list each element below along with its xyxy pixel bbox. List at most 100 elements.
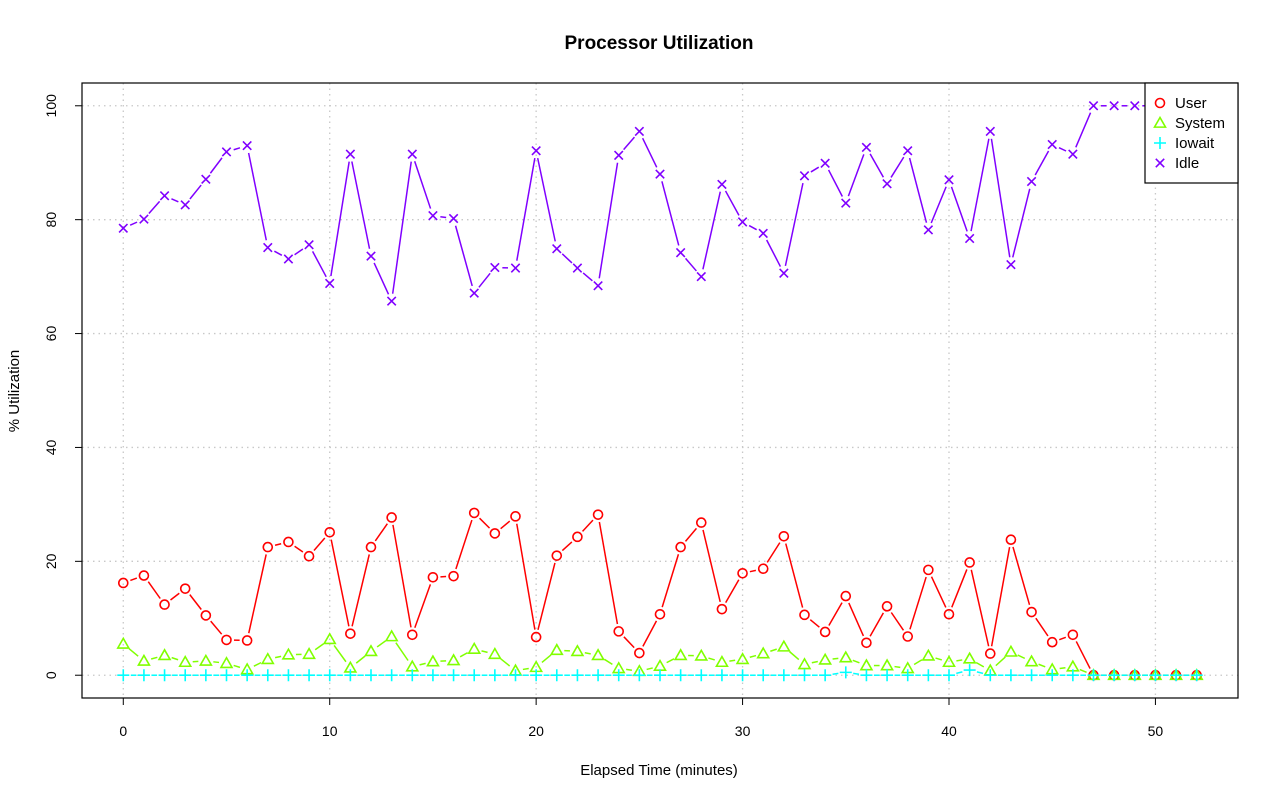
- user-line-segment: [749, 569, 757, 573]
- user-point: [159, 599, 170, 610]
- iowait-point: [447, 669, 460, 682]
- y-tick-label: 60: [43, 326, 59, 342]
- idle-line-segment: [598, 162, 619, 279]
- idle-line-segment: [478, 272, 491, 288]
- series-user: [117, 507, 1203, 681]
- system-line-segment: [975, 661, 985, 668]
- user-line-segment: [147, 581, 161, 599]
- idle-point: [902, 145, 913, 156]
- idle-point: [696, 271, 707, 282]
- idle-line-segment: [209, 157, 223, 174]
- x-tick-label: 30: [735, 723, 751, 739]
- iowait-point: [943, 669, 955, 682]
- y-axis: 0 20 40 60 80 100: [43, 94, 83, 679]
- idle-line-segment: [351, 161, 371, 249]
- idle-line-segment: [661, 181, 680, 246]
- idle-line-segment: [847, 154, 865, 197]
- system-point: [549, 643, 564, 656]
- idle-line-segment: [990, 138, 1011, 258]
- iowait-line-segment: [956, 671, 963, 675]
- user-point: [345, 628, 356, 639]
- system-line-segment: [666, 658, 675, 664]
- idle-point: [717, 179, 727, 190]
- system-point: [260, 652, 275, 665]
- user-point: [840, 590, 852, 602]
- idle-point: [407, 149, 418, 159]
- user-point: [551, 550, 563, 561]
- iowait-point: [860, 669, 873, 682]
- idle-point: [159, 190, 170, 201]
- iowait-point: [344, 669, 357, 682]
- idle-point: [964, 233, 975, 244]
- idle-point: [944, 175, 954, 185]
- idle-point: [1026, 176, 1037, 187]
- idle-point: [139, 214, 149, 224]
- idle-point: [490, 262, 500, 273]
- idle-line-segment: [233, 147, 241, 151]
- idle-point: [386, 296, 397, 306]
- iowait-point: [819, 669, 832, 682]
- system-line-segment: [1059, 666, 1066, 670]
- user-line-segment: [848, 602, 865, 637]
- series-iowait: [117, 664, 1203, 682]
- user-point: [117, 577, 129, 589]
- y-tick-label: 40: [43, 439, 59, 455]
- iowait-point: [303, 669, 316, 682]
- user-line-segment: [725, 579, 740, 604]
- user-line-segment: [684, 527, 698, 542]
- user-point: [468, 507, 480, 519]
- idle-point: [201, 174, 211, 185]
- user-line-segment: [392, 524, 412, 628]
- iowait-point: [1149, 669, 1162, 682]
- idle-point: [221, 147, 232, 157]
- system-point: [137, 653, 151, 666]
- idle-line-segment: [330, 161, 350, 277]
- iowait-point: [715, 669, 728, 682]
- user-point: [1026, 606, 1037, 618]
- user-point: [675, 541, 686, 553]
- idle-point: [572, 263, 583, 273]
- system-line-segment: [522, 667, 529, 671]
- iowait-line-segment: [976, 671, 984, 675]
- idle-point: [593, 280, 603, 291]
- system-point: [281, 647, 296, 660]
- user-point: [221, 634, 232, 646]
- system-line-segment: [852, 659, 860, 664]
- system-point: [446, 653, 461, 666]
- idle-line-segment: [684, 257, 697, 272]
- idle-point: [1109, 101, 1119, 111]
- idle-point: [1088, 101, 1099, 111]
- system-line-segment: [395, 642, 409, 661]
- system-point: [942, 655, 956, 668]
- idle-line-segment: [582, 272, 593, 282]
- user-point: [1046, 636, 1058, 648]
- system-point: [467, 641, 482, 654]
- iowait-point: [550, 669, 563, 682]
- system-point: [962, 651, 977, 664]
- system-line-segment: [171, 656, 179, 661]
- y-tick-label: 80: [43, 212, 59, 228]
- y-tick-label: 100: [43, 94, 59, 118]
- idle-line-segment: [970, 138, 990, 232]
- system-line-segment: [355, 655, 366, 664]
- user-point: [427, 571, 439, 583]
- user-point: [303, 550, 315, 562]
- user-line-segment: [248, 554, 267, 634]
- chart-title: Processor Utilization: [565, 33, 754, 54]
- user-point: [881, 601, 893, 612]
- iowait-point: [984, 669, 997, 682]
- user-line-segment: [970, 569, 990, 647]
- iowait-point: [117, 669, 130, 682]
- idle-line-segment: [391, 161, 412, 294]
- idle-point: [1068, 149, 1078, 159]
- iowait-line-segment: [853, 672, 860, 675]
- system-line-segment: [956, 659, 963, 662]
- system-point: [116, 636, 131, 649]
- user-line-segment: [785, 543, 804, 608]
- iowait-point: [736, 669, 749, 682]
- user-line-segment: [869, 612, 885, 637]
- idle-line-segment: [702, 191, 722, 270]
- iowait-point: [1066, 669, 1079, 682]
- grid-lines: [82, 83, 1238, 698]
- system-point: [735, 652, 750, 665]
